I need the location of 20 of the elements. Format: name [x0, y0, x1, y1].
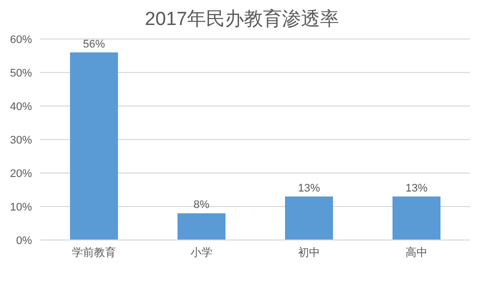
bar — [178, 213, 226, 240]
bar — [70, 52, 118, 240]
y-tick-label: 60% — [10, 34, 32, 46]
x-tick-label: 学前教育 — [72, 246, 116, 259]
y-tick-label: 10% — [10, 201, 32, 214]
y-tick-label: 0% — [16, 234, 32, 247]
y-tick-label: 20% — [10, 168, 32, 180]
y-tick-label: 30% — [10, 134, 32, 146]
x-tick-label: 小学 — [190, 246, 212, 259]
y-tick-label: 40% — [10, 100, 32, 113]
bar — [392, 196, 440, 240]
x-tick-label: 高中 — [405, 246, 428, 259]
chart-title: 2017年民办教育渗透率 — [144, 8, 340, 32]
bar — [285, 196, 333, 240]
data-label: 13% — [298, 182, 320, 194]
data-label: 8% — [194, 199, 210, 212]
y-tick-label: 50% — [10, 67, 32, 80]
x-tick-label: 初中 — [298, 246, 320, 259]
data-label: 13% — [405, 182, 428, 194]
data-label: 56% — [82, 38, 106, 50]
